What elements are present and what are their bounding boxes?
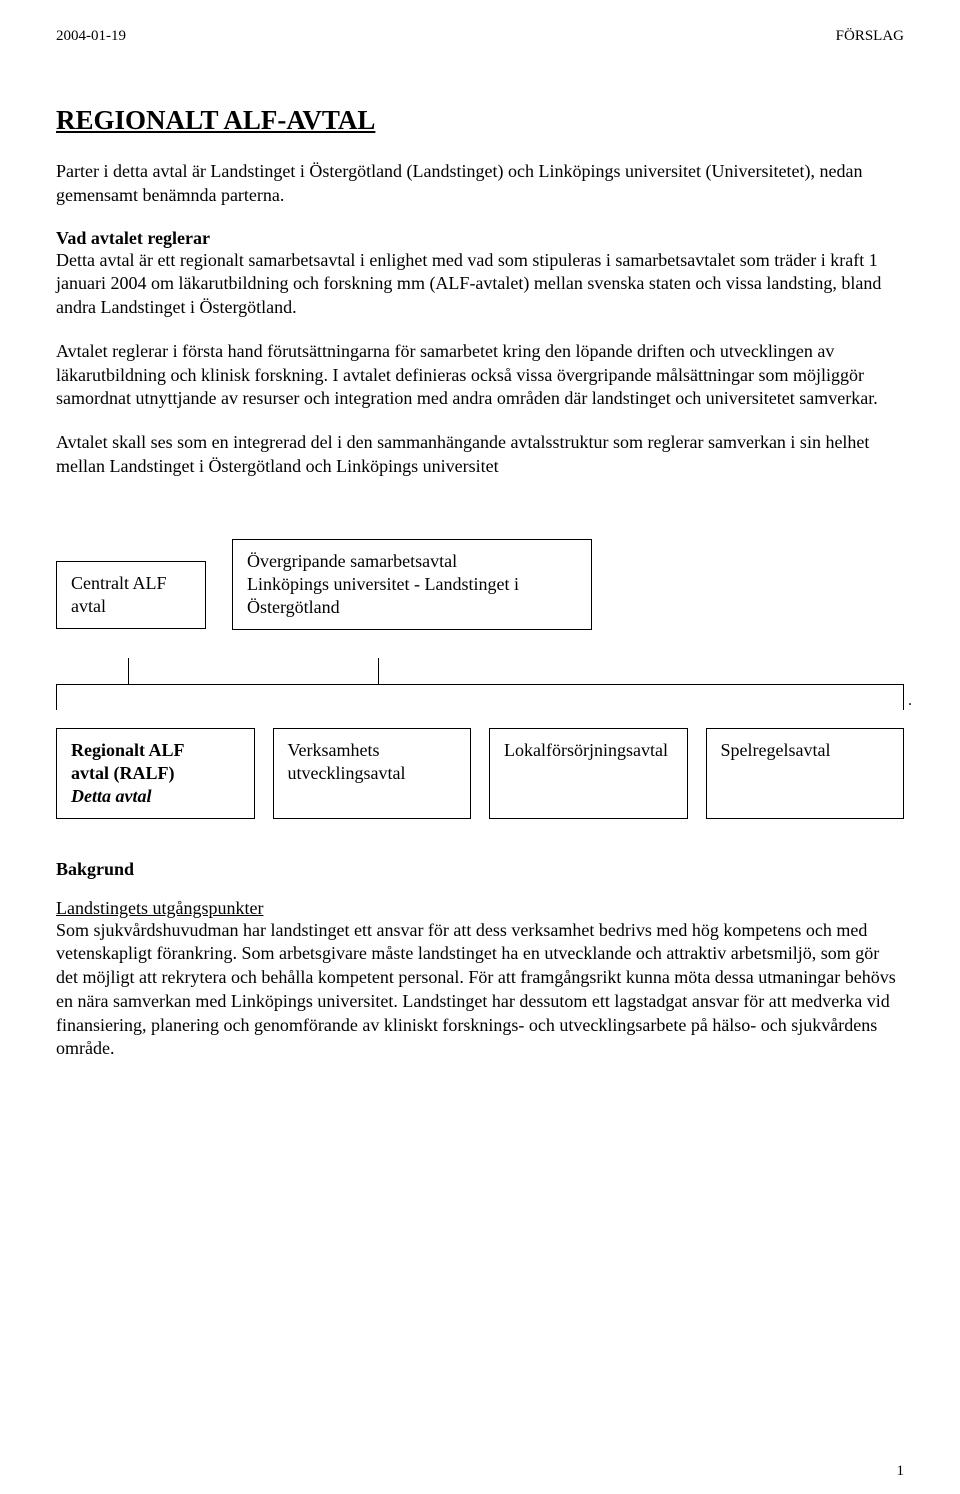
document-page: 2004-01-19 FÖRSLAG REGIONALT ALF-AVTAL P…: [0, 0, 960, 1494]
box-regionalt-alf-avtal: Regionalt ALF avtal (RALF) Detta avtal: [56, 728, 255, 819]
connector-stub-left: [128, 658, 129, 684]
box-centralt-alf-avtal: Centralt ALF avtal: [56, 561, 206, 629]
page-number: 1: [897, 1463, 905, 1480]
section1-paragraph-3: Avtalet skall ses som en integrerad del …: [56, 431, 904, 479]
box4-line1: Spelregelsavtal: [721, 740, 831, 760]
box1-line3: Detta avtal: [71, 786, 151, 806]
box-spelregelsavtal: Spelregelsavtal: [706, 728, 905, 819]
section1-paragraph-2: Avtalet reglerar i första hand förutsätt…: [56, 340, 904, 411]
box-top-right-line2: Linköpings universitet - Landstinget i Ö…: [247, 574, 519, 617]
box3-line1: Lokalförsörjningsavtal: [504, 740, 668, 760]
box-lokalforsorjningsavtal: Lokalförsörjningsavtal: [489, 728, 688, 819]
diagram-bottom-row: Regionalt ALF avtal (RALF) Detta avtal V…: [56, 728, 904, 819]
box-top-right-line1: Övergripande samarbetsavtal: [247, 551, 457, 571]
intro-paragraph: Parter i detta avtal är Landstinget i Ös…: [56, 160, 904, 208]
box2-line2: utvecklingsavtal: [288, 763, 406, 783]
section2-paragraph-1: Som sjukvårdshuvudman har landstinget et…: [56, 919, 904, 1062]
section1-paragraph-1: Detta avtal är ett regionalt samarbetsav…: [56, 249, 904, 320]
connector-stub-right: [378, 658, 379, 684]
section-heading-bakgrund: Bakgrund: [56, 859, 904, 880]
box1-line1: Regionalt ALF: [71, 740, 185, 760]
diagram-connector: .: [56, 658, 904, 728]
box-verksamhets-utvecklingsavtal: Verksamhets utvecklingsavtal: [273, 728, 472, 819]
header-right-label: FÖRSLAG: [836, 28, 904, 45]
header-date: 2004-01-19: [56, 28, 126, 45]
agreement-structure-diagram: Centralt ALF avtal Övergripande samarbet…: [56, 539, 904, 819]
diagram-top-row: Centralt ALF avtal Övergripande samarbet…: [56, 539, 904, 630]
connector-dot: .: [908, 692, 912, 710]
box2-line1: Verksamhets: [288, 740, 380, 760]
document-title: REGIONALT ALF-AVTAL: [56, 105, 904, 136]
section-subheading-landstingets: Landstingets utgångspunkter: [56, 898, 904, 919]
connector-horizontal-bar: [56, 684, 904, 710]
box-overgripande-samarbetsavtal: Övergripande samarbetsavtal Linköpings u…: [232, 539, 592, 630]
page-header: 2004-01-19 FÖRSLAG: [56, 28, 904, 45]
section-heading-vad-avtalet: Vad avtalet reglerar: [56, 228, 904, 249]
box1-line2: avtal (RALF): [71, 763, 174, 783]
